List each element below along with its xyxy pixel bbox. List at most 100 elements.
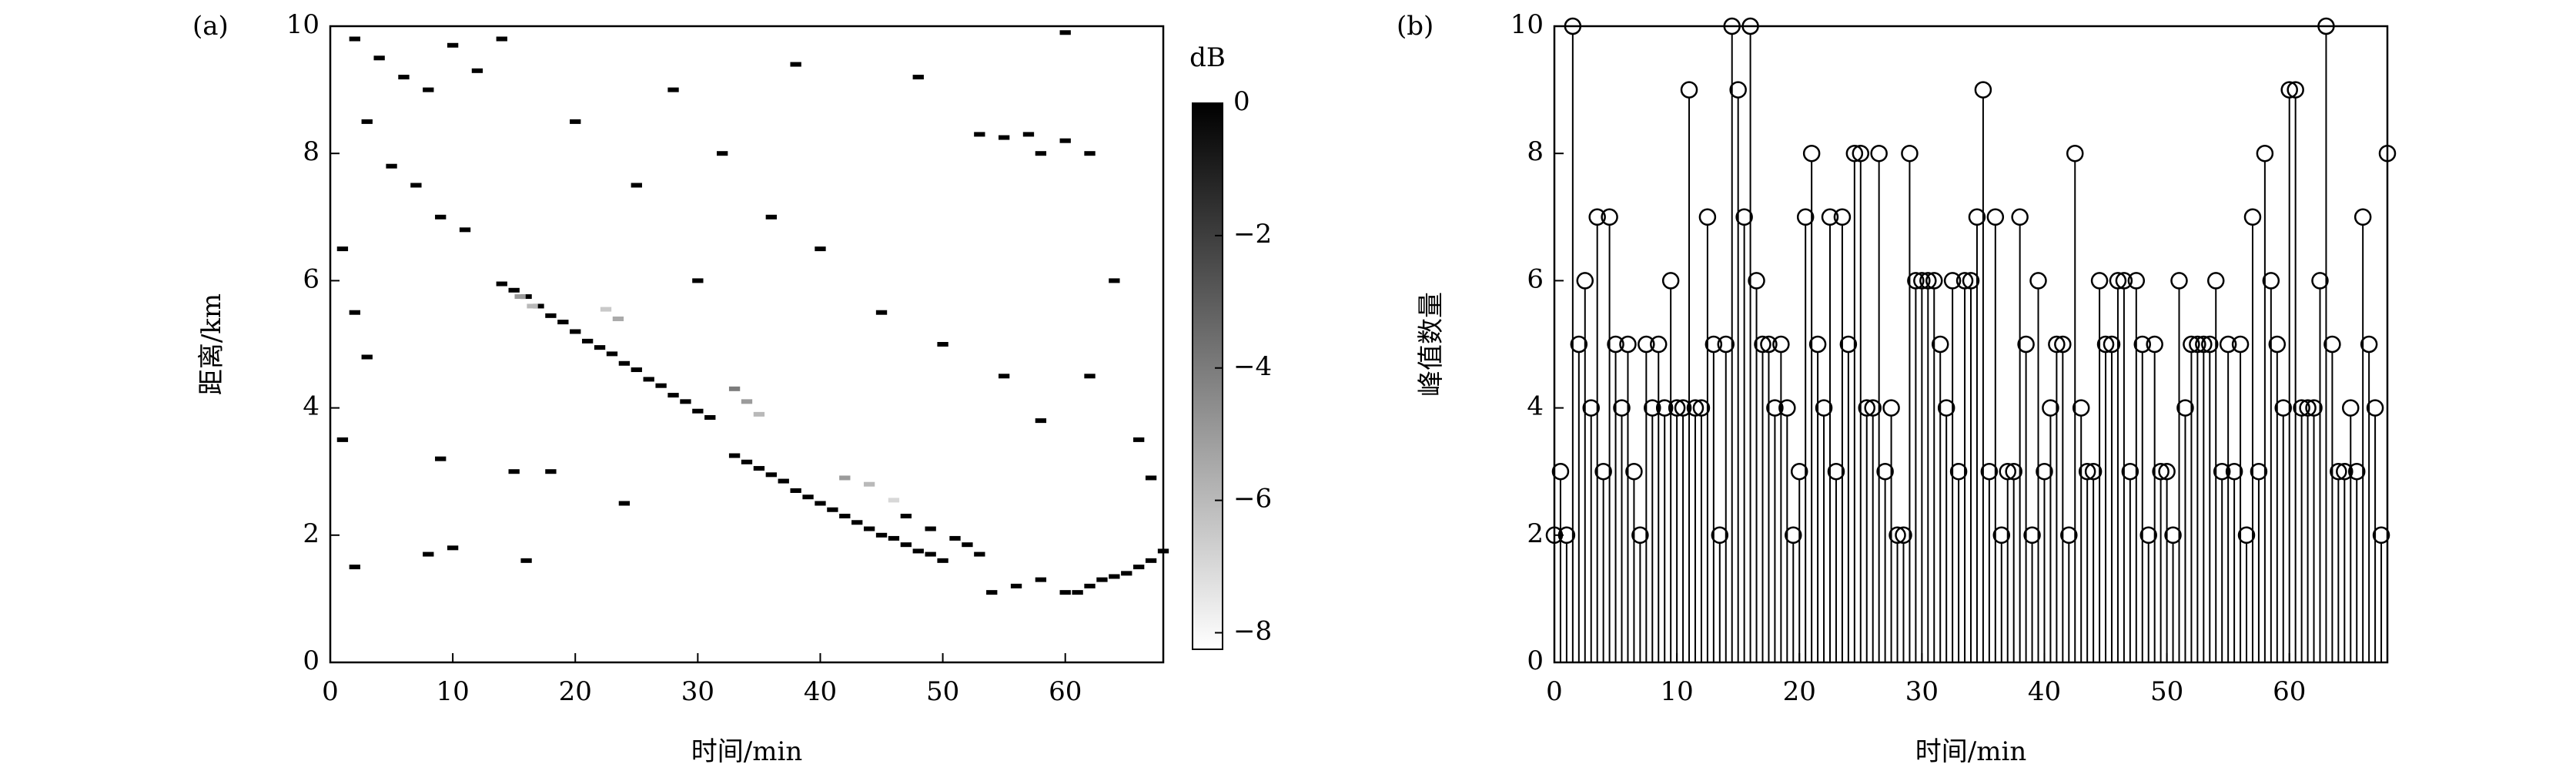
x-tick-label: 30 xyxy=(681,676,714,707)
detection xyxy=(839,475,851,481)
detection xyxy=(912,548,924,554)
stem-marker xyxy=(2262,272,2280,290)
detection xyxy=(349,565,360,570)
stem-marker xyxy=(2250,462,2268,481)
stem-marker xyxy=(1735,208,1753,226)
stem-marker xyxy=(2072,399,2090,417)
stem-marker xyxy=(1705,335,1723,354)
detection xyxy=(790,62,801,67)
stem-marker xyxy=(1594,462,1612,481)
detection xyxy=(643,377,654,382)
detection xyxy=(875,532,888,538)
stem-marker xyxy=(1674,399,1692,417)
detection xyxy=(361,354,373,360)
colorbar-label: dB xyxy=(1189,42,1226,73)
detection xyxy=(496,36,507,42)
detection xyxy=(447,545,459,551)
detection xyxy=(728,453,741,458)
stem-marker xyxy=(1766,399,1784,417)
detection xyxy=(1059,138,1071,143)
stem-marker xyxy=(2243,208,2262,226)
detection xyxy=(863,526,875,531)
stem-marker xyxy=(1955,272,1974,290)
colorbar xyxy=(1192,102,1223,650)
detection xyxy=(704,414,716,420)
stem-marker xyxy=(1986,208,2005,226)
stem-marker xyxy=(1864,399,1882,417)
x-axis-label: 时间/min xyxy=(691,736,802,767)
stem-marker xyxy=(2213,462,2231,481)
stem-marker xyxy=(1711,526,1729,545)
detection xyxy=(741,459,753,464)
stem-marker xyxy=(1778,399,1796,417)
x-tick-label: 0 xyxy=(1546,676,1563,707)
detection xyxy=(728,386,741,391)
stem-marker xyxy=(2084,462,2103,481)
stem-marker xyxy=(1686,399,1705,417)
detection xyxy=(618,360,631,366)
detection xyxy=(1133,437,1145,442)
stem-marker xyxy=(2225,462,2243,481)
stem-marker xyxy=(2023,526,2041,545)
stem-marker xyxy=(2103,335,2121,354)
stem-marker xyxy=(1999,462,2016,481)
detection xyxy=(1010,583,1022,588)
y-tick-label: 4 xyxy=(1527,391,1544,422)
detection xyxy=(545,313,557,318)
stem-marker xyxy=(2048,335,2066,354)
stem-marker xyxy=(1833,208,1852,226)
stem-marker xyxy=(1925,272,1943,290)
panel-label: (b) xyxy=(1397,11,1434,42)
stem-marker xyxy=(2299,399,2317,417)
detection xyxy=(937,558,948,563)
detection xyxy=(631,367,642,373)
stem-marker xyxy=(1644,399,1661,417)
detection xyxy=(570,329,581,334)
colorbar-tick-label: −4 xyxy=(1233,351,1272,382)
detection xyxy=(667,87,679,92)
detection xyxy=(888,535,900,541)
detection xyxy=(802,494,814,500)
x-tick-label: 50 xyxy=(926,676,959,707)
stem-marker xyxy=(1821,208,1839,226)
stem-marker xyxy=(1772,335,1790,354)
detection xyxy=(692,408,704,414)
stem-marker xyxy=(2323,335,2341,354)
detection xyxy=(937,342,948,347)
detection xyxy=(912,75,924,80)
detection xyxy=(361,119,373,124)
detection xyxy=(900,542,912,548)
stem-marker xyxy=(2127,272,2146,290)
detection xyxy=(349,310,360,315)
stem-marker xyxy=(1962,272,1980,290)
detection xyxy=(570,119,581,124)
stem-marker xyxy=(2078,462,2096,481)
stem-marker xyxy=(2060,526,2078,545)
x-tick-label: 20 xyxy=(1783,676,1816,707)
stem-marker xyxy=(1607,335,1624,354)
stem-marker xyxy=(2146,335,2163,354)
detection xyxy=(839,514,851,519)
detection xyxy=(496,281,507,287)
detection xyxy=(925,551,936,557)
stem-marker xyxy=(1968,208,1986,226)
detection xyxy=(753,411,765,417)
stem-marker xyxy=(2036,462,2053,481)
stem-marker xyxy=(2372,526,2390,545)
x-tick-label: 40 xyxy=(804,676,837,707)
stem-marker xyxy=(1631,526,1649,545)
detection xyxy=(815,501,826,506)
stem-marker xyxy=(1876,462,1894,481)
detection xyxy=(1022,132,1035,137)
stem-marker xyxy=(2096,335,2115,354)
stem-marker xyxy=(2305,399,2323,417)
stem-marker xyxy=(1919,272,1937,290)
detection xyxy=(741,399,753,404)
detection xyxy=(998,374,1010,379)
detection xyxy=(514,294,526,300)
detection xyxy=(435,214,447,220)
stem-marker xyxy=(1870,144,1888,163)
detection xyxy=(1035,577,1047,582)
detection xyxy=(692,278,704,283)
x-tick-label: 40 xyxy=(2028,676,2061,707)
